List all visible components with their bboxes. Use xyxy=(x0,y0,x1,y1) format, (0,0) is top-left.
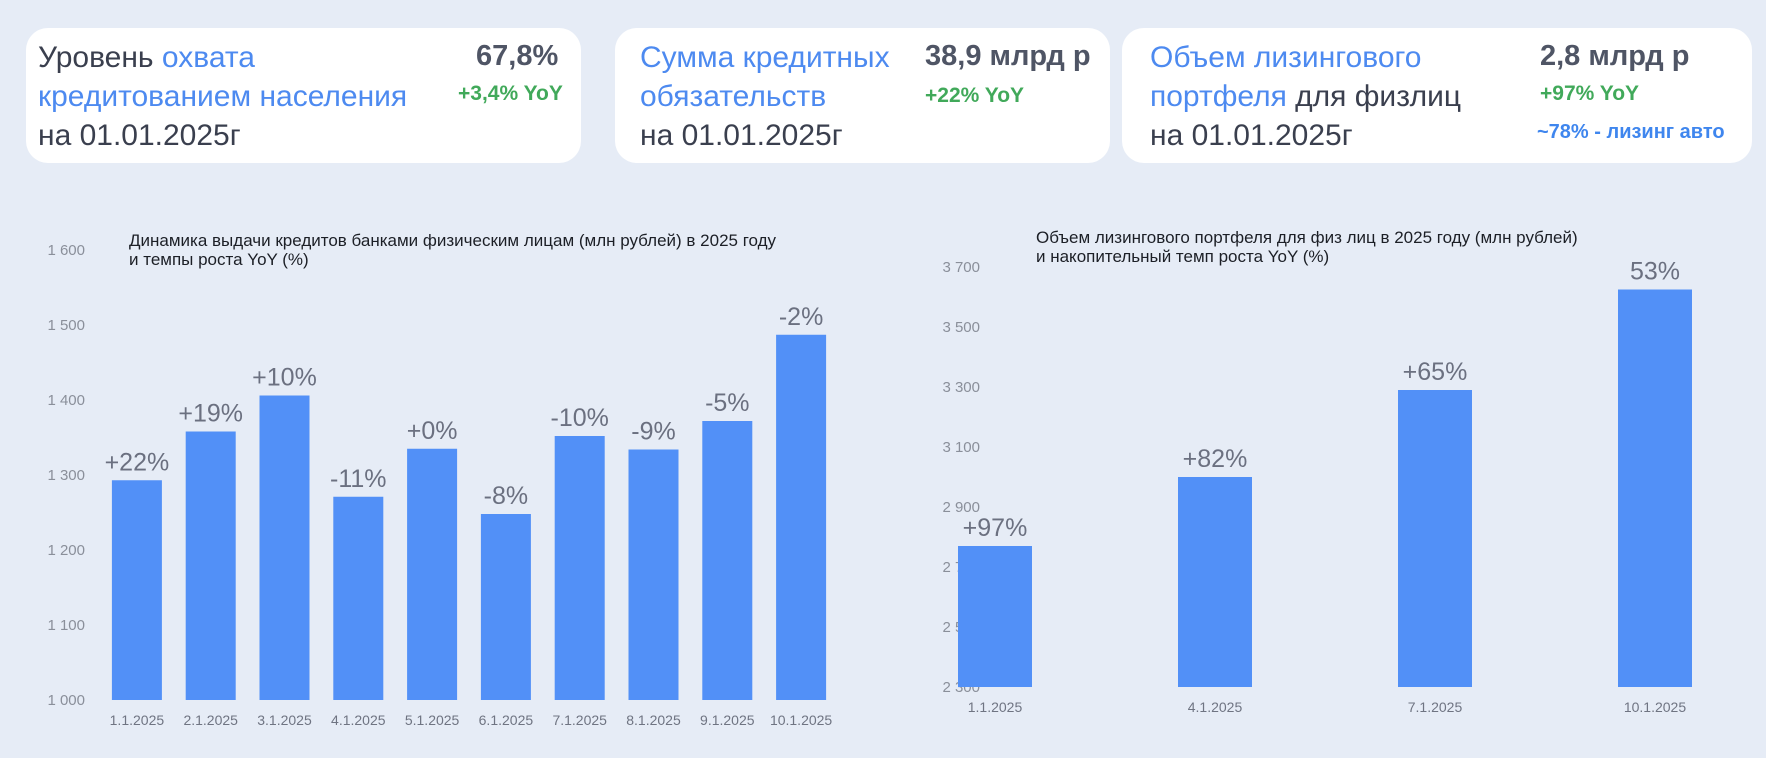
data-label: -9% xyxy=(631,418,675,446)
bar xyxy=(185,431,236,700)
data-label: +97% xyxy=(963,514,1028,542)
title-date: на 01.01.2025г xyxy=(640,119,843,152)
bar xyxy=(333,496,384,700)
title-text: Уровень xyxy=(38,41,162,74)
bar xyxy=(111,480,162,700)
y-tick-label: 3 300 xyxy=(942,379,980,396)
title-accent: обязательств xyxy=(640,80,827,113)
y-tick-label: 1 000 xyxy=(47,692,85,709)
title-accent: Объем лизингового xyxy=(1150,41,1422,74)
bar xyxy=(1398,390,1472,687)
x-tick-label: 1.1.2025 xyxy=(968,699,1023,715)
kpi-value: 2,8 млрд р xyxy=(1540,40,1690,72)
title-accent: кредитованием населения xyxy=(38,80,408,113)
data-label: -8% xyxy=(484,482,528,510)
y-tick-label: 1 400 xyxy=(47,392,85,409)
kpi-value: 67,8% xyxy=(476,40,559,72)
bar xyxy=(776,334,827,700)
bar xyxy=(628,449,679,700)
y-tick-label: 1 500 xyxy=(47,317,85,334)
y-tick-label: 1 300 xyxy=(47,467,85,484)
kpi-note: ~78% - лизинг авто xyxy=(1537,121,1725,143)
kpi-card-leasing-portfolio: Объем лизингового портфеля для физлиц на… xyxy=(1122,28,1752,163)
data-label: +19% xyxy=(178,400,243,428)
data-label: +82% xyxy=(1183,445,1248,473)
x-tick-label: 4.1.2025 xyxy=(1188,699,1243,715)
data-label: -10% xyxy=(551,404,609,432)
data-label: -11% xyxy=(330,465,387,493)
x-tick-label: 5.1.2025 xyxy=(405,712,460,728)
kpi-card-coverage: Уровень охвата кредитованием населения н… xyxy=(26,28,581,163)
bar xyxy=(554,436,605,700)
kpi-value: 38,9 млрд р xyxy=(925,40,1091,72)
x-tick-label: 3.1.2025 xyxy=(257,712,312,728)
kpi-card-title: Сумма кредитных обязательств на 01.01.20… xyxy=(640,38,890,155)
chart-title-line1: Динамика выдачи кредитов банками физичес… xyxy=(129,231,777,250)
kpi-delta: +97% YoY xyxy=(1540,82,1640,105)
bar xyxy=(958,546,1032,687)
data-label: 53% xyxy=(1630,258,1680,286)
data-label: +65% xyxy=(1403,358,1468,386)
kpi-delta: +22% YoY xyxy=(925,84,1025,107)
y-tick-label: 2 900 xyxy=(942,499,980,516)
x-tick-label: 8.1.2025 xyxy=(626,712,681,728)
x-tick-label: 7.1.2025 xyxy=(552,712,607,728)
bar xyxy=(1618,289,1692,687)
title-accent: Сумма кредитных xyxy=(640,41,890,74)
title-text: для физлиц xyxy=(1286,80,1462,113)
data-label: -5% xyxy=(705,389,749,417)
bar xyxy=(702,421,753,700)
chart-title-line1: Объем лизингового портфеля для физ лиц в… xyxy=(1036,228,1578,247)
title-accent: портфеля xyxy=(1150,80,1287,113)
title-date: на 01.01.2025г xyxy=(38,119,241,152)
y-tick-label: 3 500 xyxy=(942,319,980,336)
title-accent: охвата xyxy=(161,41,255,74)
data-label: -2% xyxy=(779,303,823,331)
y-tick-label: 3 700 xyxy=(942,259,980,276)
y-tick-label: 1 200 xyxy=(47,542,85,559)
y-tick-label: 3 100 xyxy=(942,439,980,456)
leasing-portfolio-chart: Объем лизингового портфеля для физ лиц в… xyxy=(942,228,1692,715)
kpi-delta: +3,4% YoY xyxy=(458,82,563,105)
x-tick-label: 2.1.2025 xyxy=(183,712,238,728)
x-tick-label: 9.1.2025 xyxy=(700,712,755,728)
x-tick-label: 7.1.2025 xyxy=(1408,699,1463,715)
x-tick-label: 10.1.2025 xyxy=(770,712,832,728)
x-tick-label: 4.1.2025 xyxy=(331,712,386,728)
bar xyxy=(480,514,531,700)
y-tick-label: 1 600 xyxy=(47,242,85,259)
bar xyxy=(407,448,458,700)
bar xyxy=(259,395,310,700)
chart-title-line2: и темпы роста YoY (%) xyxy=(129,250,309,269)
kpi-card-credit-obligations: Сумма кредитных обязательств на 01.01.20… xyxy=(615,28,1110,163)
loans-issuance-chart: Динамика выдачи кредитов банками физичес… xyxy=(47,231,832,728)
x-tick-label: 1.1.2025 xyxy=(110,712,165,728)
x-tick-label: 6.1.2025 xyxy=(479,712,534,728)
y-tick-label: 1 100 xyxy=(47,617,85,634)
x-tick-label: 10.1.2025 xyxy=(1624,699,1686,715)
data-label: +10% xyxy=(252,364,317,392)
title-date: на 01.01.2025г xyxy=(1150,119,1353,152)
data-label: +22% xyxy=(105,448,170,476)
kpi-card-title: Объем лизингового портфеля для физлиц на… xyxy=(1150,38,1461,155)
data-label: +0% xyxy=(407,417,458,445)
chart-title-line2: и накопительный темп роста YoY (%) xyxy=(1036,247,1329,266)
kpi-card-title: Уровень охвата кредитованием населения н… xyxy=(38,38,407,155)
bar xyxy=(1178,477,1252,687)
